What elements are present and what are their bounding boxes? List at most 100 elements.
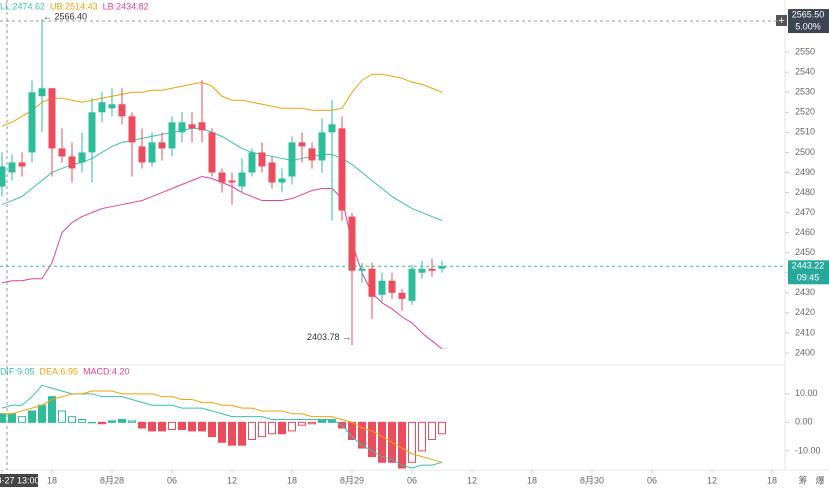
macd-bar [208, 421, 216, 438]
candle-body [378, 280, 386, 295]
macd-bar [368, 421, 376, 458]
candle-body [188, 124, 196, 129]
y-tick-label: 2500 [795, 147, 815, 157]
candle-body [0, 166, 6, 187]
macd-bar [58, 410, 66, 423]
y-tick-label: 2430 [795, 287, 815, 297]
macd-bar [378, 421, 386, 463]
candle-body [108, 104, 116, 109]
y-tick-label: 2450 [795, 247, 815, 257]
x-tick-label: 18 [767, 475, 777, 485]
macd-bar [358, 421, 366, 449]
candle-body [168, 122, 176, 149]
candle-body [58, 148, 66, 157]
macd-bar [188, 421, 196, 432]
candle-body [68, 156, 76, 169]
candle-body [48, 88, 56, 149]
macd-bar [438, 421, 446, 435]
macd-bar [418, 421, 426, 452]
y-tick-label: 2530 [795, 87, 815, 97]
macd-bar [98, 421, 106, 425]
macd-y-tick-label: -10.00 [795, 445, 821, 455]
candle-body [438, 266, 446, 269]
macd-bar [48, 396, 56, 423]
candle-body [328, 124, 336, 133]
x-tick-label: 12 [227, 475, 237, 485]
candle-body [128, 116, 136, 143]
macd-bar [108, 420, 116, 423]
x-tick-label: 8月28 [100, 475, 124, 485]
candle-body [348, 216, 356, 271]
y-tick-label: 2460 [795, 227, 815, 237]
candle-body [398, 292, 406, 299]
macd-legend-item: MACD:4.20 [83, 366, 130, 376]
last-tag [788, 260, 829, 285]
candle-body [98, 102, 106, 113]
x-tick-label: 06 [167, 475, 177, 485]
y-tick-label: 2410 [795, 327, 815, 337]
candle-body [228, 180, 236, 183]
macd-bar [218, 421, 226, 443]
candle-body [38, 88, 46, 97]
add-button[interactable] [776, 15, 787, 26]
macd-bar [18, 416, 26, 423]
macd-bar [228, 421, 236, 446]
side-button[interactable]: 筹 [798, 474, 807, 485]
side-button[interactable]: 爆 [815, 474, 824, 485]
macd-bar [298, 421, 306, 426]
candle-body [248, 152, 256, 173]
macd-bar [8, 413, 16, 423]
x-tick-label: 8月30 [580, 475, 604, 485]
x-tick-label: 8月29 [340, 475, 364, 485]
candle-body [418, 268, 426, 273]
candle-body [278, 178, 286, 183]
candle-body [118, 104, 126, 117]
macd-bar [68, 416, 76, 423]
macd-bar [238, 421, 246, 446]
candle-body [148, 142, 156, 163]
macd-bar [428, 421, 436, 440]
candle-body [158, 142, 166, 149]
macd-bar [38, 404, 46, 423]
candle-body [28, 92, 36, 153]
candle-body [358, 268, 366, 271]
last-tag-label: 2443.22 [792, 261, 825, 271]
x-tick-label: 06 [647, 475, 657, 485]
candle-body [78, 152, 86, 163]
macd-bar [118, 418, 126, 423]
macd-bar [78, 418, 86, 423]
candle-body [88, 112, 96, 153]
high-annotation: ← 2566.40 [43, 12, 87, 22]
candle-body [258, 152, 266, 167]
macd-y-tick-label: 0.00 [795, 417, 813, 427]
y-tick-label: 2550 [795, 47, 815, 57]
macd-legend-item: DEA:6.95 [40, 366, 79, 376]
top-tag-label: 2565.50 [792, 9, 825, 19]
y-tick-label: 2490 [795, 167, 815, 177]
top-tag [788, 9, 829, 34]
macd-bar [28, 410, 36, 423]
y-tick-label: 2540 [795, 67, 815, 77]
top-tag-sub: 5.00% [795, 21, 821, 31]
candle-body [8, 162, 16, 173]
y-tick-label: 2520 [795, 107, 815, 117]
x-tick-label: 18 [47, 475, 57, 485]
candle-body [138, 146, 146, 163]
low-annotation: 2403.78 → [307, 332, 351, 342]
candle-body [368, 268, 376, 297]
macd-bar [258, 421, 266, 438]
macd-bar [268, 421, 276, 435]
band-line [1, 73, 443, 127]
candle-body [318, 132, 326, 161]
legend-item: LL:2474.62 [0, 1, 45, 11]
macd-bar [128, 420, 136, 423]
x-tick-label: 06 [407, 475, 417, 485]
legend-item: UB:2514.43 [50, 1, 98, 11]
x-tick-label: 12 [467, 475, 477, 485]
macd-bar [138, 421, 146, 429]
last-tag-sub: 09:45 [797, 273, 820, 283]
macd-bar [168, 421, 176, 430]
macd-bar [248, 421, 256, 440]
x-tick-highlight [0, 474, 39, 487]
